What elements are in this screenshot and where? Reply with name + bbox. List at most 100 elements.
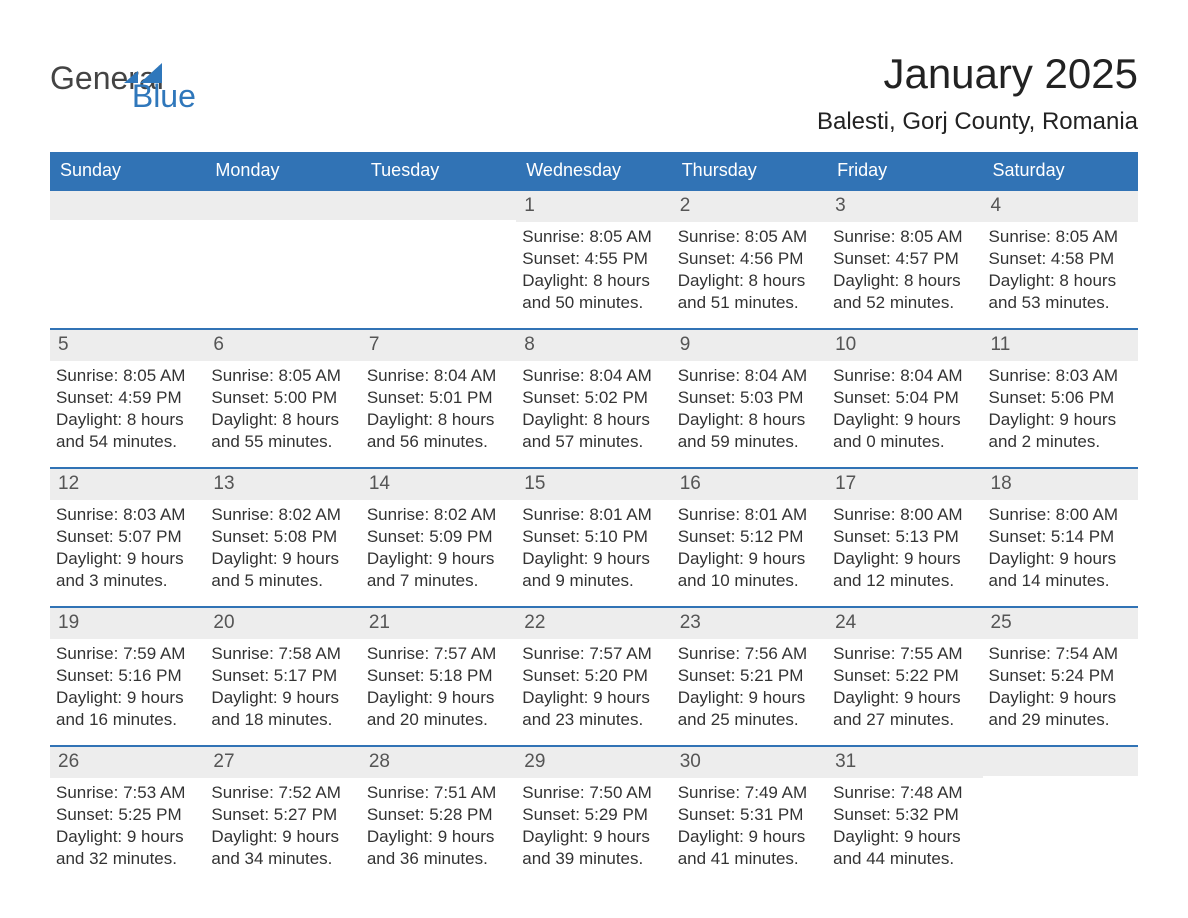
day-cell-28: 28Sunrise: 7:51 AMSunset: 5:28 PMDayligh… bbox=[361, 747, 516, 884]
day-header-monday: Monday bbox=[205, 152, 360, 189]
day-number: 8 bbox=[516, 330, 671, 361]
sunset-text: Sunset: 5:08 PM bbox=[211, 526, 354, 548]
calendar: SundayMondayTuesdayWednesdayThursdayFrid… bbox=[50, 152, 1138, 884]
sunset-text: Sunset: 5:22 PM bbox=[833, 665, 976, 687]
daylight-text: Daylight: 9 hours bbox=[678, 687, 821, 709]
sunset-text: Sunset: 5:25 PM bbox=[56, 804, 199, 826]
daylight-text: and 9 minutes. bbox=[522, 570, 665, 592]
daylight-text: and 36 minutes. bbox=[367, 848, 510, 870]
day-number: 29 bbox=[516, 747, 671, 778]
sunrise-text: Sunrise: 8:03 AM bbox=[989, 365, 1132, 387]
sunset-text: Sunset: 5:14 PM bbox=[989, 526, 1132, 548]
sunrise-text: Sunrise: 7:56 AM bbox=[678, 643, 821, 665]
day-number: 4 bbox=[983, 191, 1138, 222]
day-cell-31: 31Sunrise: 7:48 AMSunset: 5:32 PMDayligh… bbox=[827, 747, 982, 884]
daylight-text: and 25 minutes. bbox=[678, 709, 821, 731]
day-number: 10 bbox=[827, 330, 982, 361]
sunrise-text: Sunrise: 7:49 AM bbox=[678, 782, 821, 804]
sunset-text: Sunset: 5:06 PM bbox=[989, 387, 1132, 409]
daylight-text: and 12 minutes. bbox=[833, 570, 976, 592]
day-number bbox=[983, 747, 1138, 776]
daylight-text: and 0 minutes. bbox=[833, 431, 976, 453]
day-cell-1: 1Sunrise: 8:05 AMSunset: 4:55 PMDaylight… bbox=[516, 191, 671, 328]
day-number: 15 bbox=[516, 469, 671, 500]
daylight-text: and 54 minutes. bbox=[56, 431, 199, 453]
day-cell-empty bbox=[50, 191, 205, 328]
daylight-text: Daylight: 9 hours bbox=[56, 687, 199, 709]
daylight-text: Daylight: 9 hours bbox=[367, 687, 510, 709]
week-row: 19Sunrise: 7:59 AMSunset: 5:16 PMDayligh… bbox=[50, 606, 1138, 745]
sunrise-text: Sunrise: 8:04 AM bbox=[678, 365, 821, 387]
sunset-text: Sunset: 4:56 PM bbox=[678, 248, 821, 270]
day-number: 19 bbox=[50, 608, 205, 639]
day-cell-6: 6Sunrise: 8:05 AMSunset: 5:00 PMDaylight… bbox=[205, 330, 360, 467]
daylight-text: and 7 minutes. bbox=[367, 570, 510, 592]
day-number: 1 bbox=[516, 191, 671, 222]
daylight-text: Daylight: 8 hours bbox=[678, 270, 821, 292]
daylight-text: and 44 minutes. bbox=[833, 848, 976, 870]
day-cell-9: 9Sunrise: 8:04 AMSunset: 5:03 PMDaylight… bbox=[672, 330, 827, 467]
sunset-text: Sunset: 5:03 PM bbox=[678, 387, 821, 409]
daylight-text: Daylight: 9 hours bbox=[989, 409, 1132, 431]
daylight-text: Daylight: 9 hours bbox=[367, 826, 510, 848]
daylight-text: Daylight: 9 hours bbox=[367, 548, 510, 570]
day-number: 31 bbox=[827, 747, 982, 778]
day-cell-26: 26Sunrise: 7:53 AMSunset: 5:25 PMDayligh… bbox=[50, 747, 205, 884]
day-number: 21 bbox=[361, 608, 516, 639]
day-number: 23 bbox=[672, 608, 827, 639]
daylight-text: Daylight: 9 hours bbox=[989, 548, 1132, 570]
day-cell-30: 30Sunrise: 7:49 AMSunset: 5:31 PMDayligh… bbox=[672, 747, 827, 884]
sunrise-text: Sunrise: 8:00 AM bbox=[833, 504, 976, 526]
sunset-text: Sunset: 5:12 PM bbox=[678, 526, 821, 548]
day-cell-19: 19Sunrise: 7:59 AMSunset: 5:16 PMDayligh… bbox=[50, 608, 205, 745]
day-header-wednesday: Wednesday bbox=[516, 152, 671, 189]
sunrise-text: Sunrise: 8:05 AM bbox=[989, 226, 1132, 248]
day-number: 20 bbox=[205, 608, 360, 639]
sunset-text: Sunset: 5:01 PM bbox=[367, 387, 510, 409]
sunrise-text: Sunrise: 7:48 AM bbox=[833, 782, 976, 804]
day-cell-27: 27Sunrise: 7:52 AMSunset: 5:27 PMDayligh… bbox=[205, 747, 360, 884]
day-number: 22 bbox=[516, 608, 671, 639]
sunrise-text: Sunrise: 7:50 AM bbox=[522, 782, 665, 804]
sunset-text: Sunset: 5:18 PM bbox=[367, 665, 510, 687]
day-cell-15: 15Sunrise: 8:01 AMSunset: 5:10 PMDayligh… bbox=[516, 469, 671, 606]
daylight-text: Daylight: 9 hours bbox=[989, 687, 1132, 709]
sunrise-text: Sunrise: 7:54 AM bbox=[989, 643, 1132, 665]
daylight-text: Daylight: 9 hours bbox=[833, 548, 976, 570]
sunset-text: Sunset: 5:09 PM bbox=[367, 526, 510, 548]
daylight-text: and 55 minutes. bbox=[211, 431, 354, 453]
day-number: 5 bbox=[50, 330, 205, 361]
day-number: 24 bbox=[827, 608, 982, 639]
sunrise-text: Sunrise: 8:02 AM bbox=[211, 504, 354, 526]
sunset-text: Sunset: 5:20 PM bbox=[522, 665, 665, 687]
day-cell-23: 23Sunrise: 7:56 AMSunset: 5:21 PMDayligh… bbox=[672, 608, 827, 745]
sunset-text: Sunset: 5:10 PM bbox=[522, 526, 665, 548]
calendar-header-row: SundayMondayTuesdayWednesdayThursdayFrid… bbox=[50, 152, 1138, 189]
daylight-text: and 32 minutes. bbox=[56, 848, 199, 870]
day-number: 25 bbox=[983, 608, 1138, 639]
header: General Blue January 2025 Balesti, Gorj … bbox=[50, 50, 1138, 146]
day-cell-22: 22Sunrise: 7:57 AMSunset: 5:20 PMDayligh… bbox=[516, 608, 671, 745]
daylight-text: and 3 minutes. bbox=[56, 570, 199, 592]
day-number: 2 bbox=[672, 191, 827, 222]
logo: General Blue bbox=[50, 50, 240, 97]
day-cell-14: 14Sunrise: 8:02 AMSunset: 5:09 PMDayligh… bbox=[361, 469, 516, 606]
day-number bbox=[361, 191, 516, 220]
sunrise-text: Sunrise: 8:03 AM bbox=[56, 504, 199, 526]
sunrise-text: Sunrise: 7:57 AM bbox=[522, 643, 665, 665]
day-cell-11: 11 Sunrise: 8:03 AMSunset: 5:06 PMDayligh… bbox=[983, 330, 1138, 467]
sunrise-text: Sunrise: 8:04 AM bbox=[522, 365, 665, 387]
daylight-text: and 34 minutes. bbox=[211, 848, 354, 870]
sunset-text: Sunset: 5:24 PM bbox=[989, 665, 1132, 687]
daylight-text: and 57 minutes. bbox=[522, 431, 665, 453]
title-block: January 2025 Balesti, Gorj County, Roman… bbox=[817, 50, 1138, 146]
day-cell-4: 4Sunrise: 8:05 AMSunset: 4:58 PMDaylight… bbox=[983, 191, 1138, 328]
daylight-text: and 5 minutes. bbox=[211, 570, 354, 592]
daylight-text: and 51 minutes. bbox=[678, 292, 821, 314]
logo-word2: Blue bbox=[132, 78, 196, 115]
daylight-text: Daylight: 9 hours bbox=[522, 826, 665, 848]
day-cell-8: 8Sunrise: 8:04 AMSunset: 5:02 PMDaylight… bbox=[516, 330, 671, 467]
daylight-text: and 2 minutes. bbox=[989, 431, 1132, 453]
day-cell-24: 24Sunrise: 7:55 AMSunset: 5:22 PMDayligh… bbox=[827, 608, 982, 745]
day-number: 11 bbox=[983, 330, 1138, 361]
